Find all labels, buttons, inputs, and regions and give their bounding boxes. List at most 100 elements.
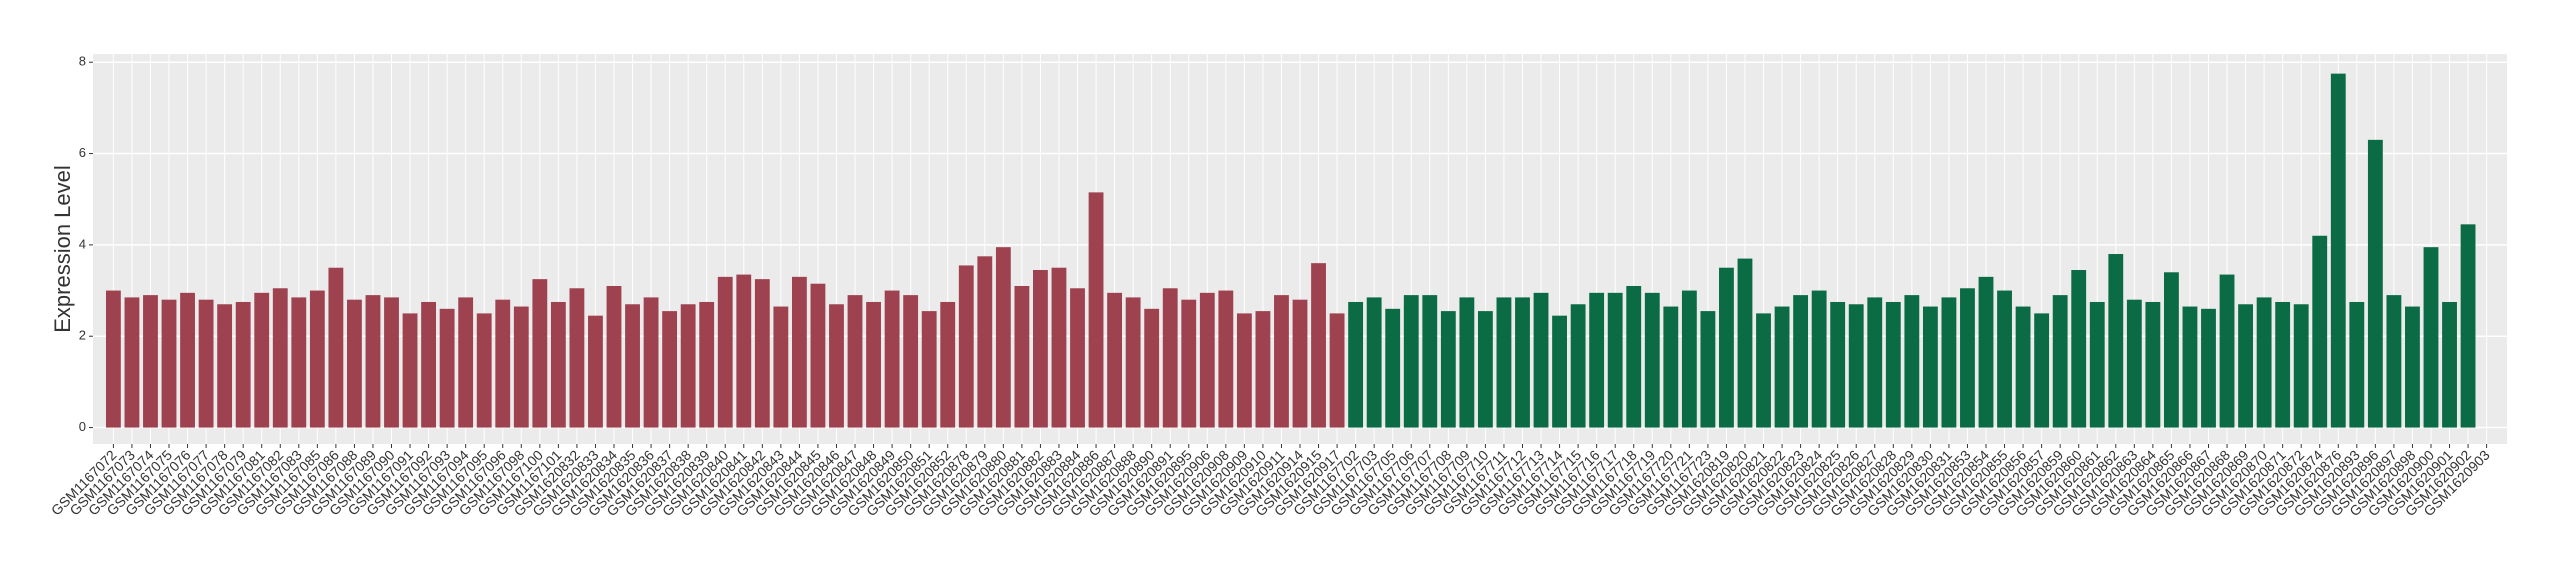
bar	[1922, 306, 1938, 428]
bar	[1904, 295, 1920, 428]
bar	[569, 288, 585, 428]
bar	[1941, 297, 1957, 428]
bar	[1422, 295, 1438, 428]
bar	[1477, 311, 1493, 428]
bar	[1848, 304, 1864, 428]
bar	[198, 299, 214, 428]
bar	[328, 267, 344, 428]
bar	[384, 297, 399, 428]
bar	[2293, 304, 2309, 428]
bar	[2442, 301, 2457, 428]
bar	[1088, 192, 1104, 428]
bar	[1885, 301, 1901, 428]
bar	[2052, 295, 2068, 428]
bar	[662, 311, 678, 428]
y-tick-label: 0	[79, 419, 86, 434]
bar	[1292, 299, 1308, 428]
bar	[2330, 73, 2346, 428]
bar	[1737, 258, 1753, 428]
bar	[2108, 254, 2124, 428]
bar	[550, 301, 566, 428]
bar	[810, 283, 826, 428]
bar	[643, 297, 659, 428]
bar	[532, 279, 548, 428]
bar	[754, 279, 770, 428]
bar	[2386, 295, 2402, 428]
bar	[254, 292, 270, 428]
bar	[2015, 306, 2031, 428]
bar	[235, 301, 251, 428]
bar	[1348, 301, 1364, 428]
y-tick-label: 2	[79, 328, 86, 343]
bar	[439, 308, 455, 428]
bar	[476, 313, 492, 428]
bar	[866, 301, 881, 428]
y-tick-label: 6	[79, 145, 86, 160]
bar	[2201, 308, 2216, 428]
bar	[1459, 297, 1475, 428]
bar	[272, 288, 288, 428]
bar	[1403, 295, 1419, 428]
bar	[1774, 306, 1790, 428]
bar	[1366, 297, 1382, 428]
bar	[1867, 297, 1883, 428]
bar	[2275, 301, 2291, 428]
bar	[2071, 270, 2087, 428]
bar	[1978, 276, 1994, 428]
bar	[2405, 306, 2420, 428]
bar	[217, 304, 233, 428]
bar	[365, 295, 381, 428]
bar	[105, 290, 121, 428]
bar	[977, 256, 993, 428]
bar	[2034, 313, 2050, 428]
bar	[180, 292, 195, 428]
bar	[1830, 301, 1846, 428]
bar	[124, 297, 140, 428]
bar	[625, 304, 640, 428]
bar	[495, 299, 511, 428]
bar	[347, 299, 362, 428]
bar	[309, 290, 325, 428]
bar	[588, 315, 603, 428]
bar	[513, 306, 529, 428]
bar	[143, 295, 158, 428]
bar	[458, 297, 474, 428]
bar	[1756, 313, 1771, 428]
bar	[699, 301, 715, 428]
bar	[161, 299, 177, 428]
bar	[1107, 292, 1123, 428]
bar	[2219, 274, 2235, 428]
bar	[884, 290, 900, 428]
bar	[2126, 299, 2142, 428]
bar	[1607, 292, 1623, 428]
bar	[1014, 285, 1030, 428]
bar	[1960, 288, 1975, 428]
bar	[680, 304, 696, 428]
bar	[717, 276, 733, 428]
bar	[2312, 235, 2328, 428]
bar	[1663, 306, 1679, 428]
bar	[2256, 297, 2272, 428]
y-axis-label: Expression Level	[50, 165, 75, 333]
bar	[1700, 311, 1716, 428]
bar	[736, 274, 752, 428]
bar	[421, 301, 437, 428]
bar	[2238, 304, 2253, 428]
bar	[1144, 308, 1160, 428]
bar	[1681, 290, 1697, 428]
bar	[1811, 290, 1827, 428]
bar	[1199, 292, 1215, 428]
bar	[1236, 313, 1252, 428]
bar	[1274, 295, 1289, 428]
bar	[1552, 315, 1567, 428]
bar	[958, 265, 974, 428]
bar	[2089, 301, 2105, 428]
bar	[1311, 263, 1326, 428]
bar	[829, 304, 844, 428]
bar	[1051, 267, 1067, 428]
bar	[921, 311, 937, 428]
bar	[1644, 292, 1660, 428]
y-tick-label: 8	[79, 54, 86, 69]
bar	[1218, 290, 1234, 428]
